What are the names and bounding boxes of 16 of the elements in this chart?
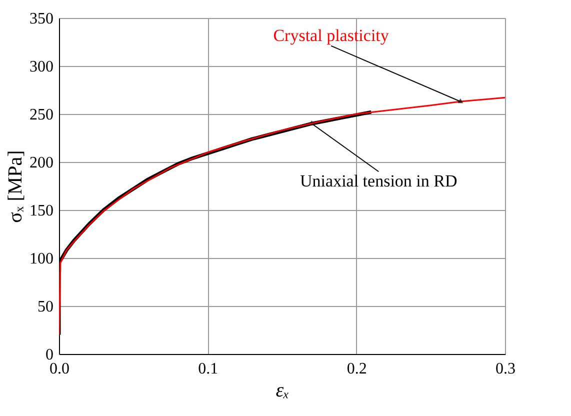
y-tick-label: 100 <box>30 250 54 268</box>
y-tick-label: 250 <box>30 106 54 124</box>
y-tick-label: 300 <box>30 58 54 76</box>
y-tick-label: 200 <box>30 154 54 172</box>
x-tick-label: 0.0 <box>50 360 70 378</box>
y-tick-label: 150 <box>30 202 54 220</box>
y-tick-label: 50 <box>38 298 54 316</box>
x-axis-title: εₓ <box>276 380 290 402</box>
y-tick-label: 350 <box>30 10 54 28</box>
text: Uniaxial tension in RD <box>300 172 458 191</box>
x-tick-label: 0.1 <box>198 360 218 378</box>
x-tick-label: 0.2 <box>346 360 367 378</box>
x-tick-label: 0.3 <box>496 360 516 378</box>
y-tick-label: 0 <box>46 346 54 364</box>
y-axis-title: σₓ [MPa] <box>4 150 26 223</box>
text: Crystal plasticity <box>273 26 390 45</box>
